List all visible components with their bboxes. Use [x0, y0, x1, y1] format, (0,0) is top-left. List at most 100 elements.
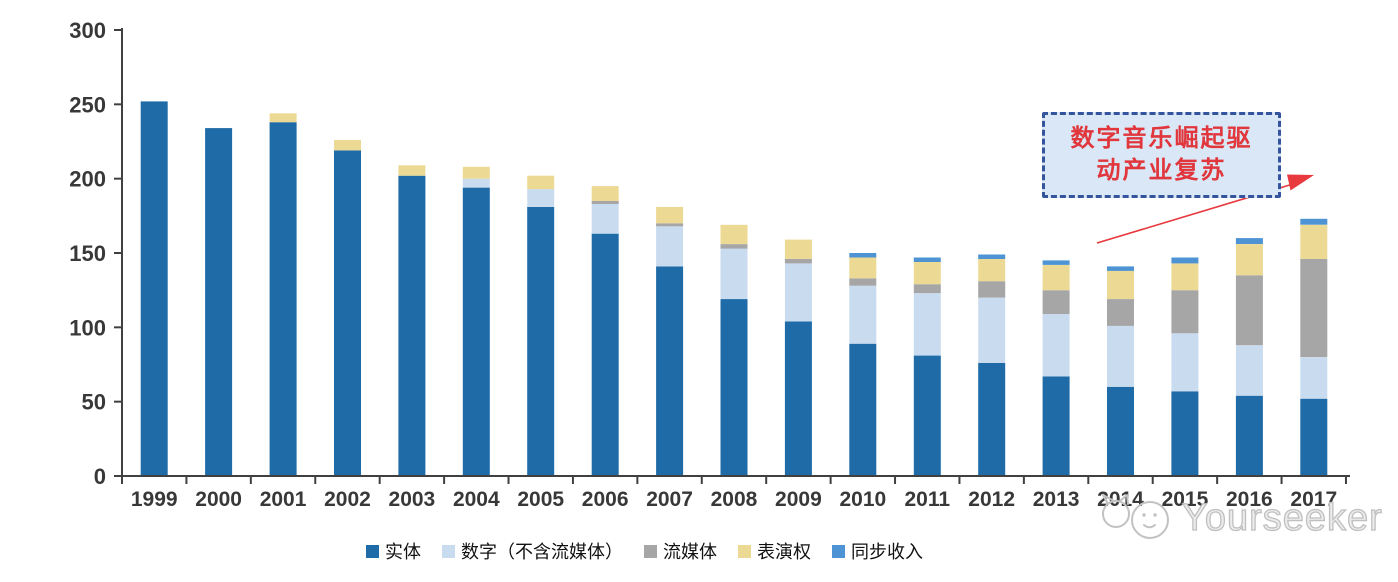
bar-segment: [913, 355, 941, 476]
annotation-text-line1: 数字音乐崛起驱: [1070, 125, 1253, 152]
bar-segment: [913, 257, 941, 262]
bar-segment: [784, 239, 812, 259]
legend-item-4: 同步收入: [832, 538, 923, 564]
y-tick-label: 250: [69, 92, 106, 117]
bar-segment: [1042, 314, 1070, 377]
legend-swatch-0: [366, 544, 379, 558]
bar-segment: [784, 263, 812, 322]
x-tick-label: 2000: [195, 488, 242, 511]
bar-segment: [205, 128, 233, 476]
bar-segment: [527, 206, 555, 476]
legend-item-3: 表演权: [738, 538, 811, 564]
bar-segment: [1171, 333, 1199, 392]
bar-segment: [591, 233, 619, 476]
bar-segment: [720, 244, 748, 249]
bar-segment: [1300, 218, 1328, 225]
bar-segment: [1171, 257, 1199, 264]
bar-segment: [978, 258, 1006, 282]
x-tick-label: 2004: [453, 488, 500, 511]
bar-segment: [1042, 264, 1070, 291]
legend-label-2: 流媒体: [663, 542, 717, 562]
bar-segment: [1171, 391, 1199, 476]
bar-segment: [913, 293, 941, 356]
legend-swatch-4: [832, 544, 845, 558]
x-tick-label: 2009: [775, 488, 822, 511]
x-tick-label: 2005: [517, 488, 564, 511]
chart-legend: 实体 数字（不含流媒体） 流媒体 表演权 同步收入: [366, 538, 923, 564]
bar-segment: [269, 122, 297, 476]
x-tick-label: 2002: [324, 488, 371, 511]
yourseeker-logo-icon: [1102, 494, 1169, 539]
legend-label-4: 同步收入: [851, 542, 923, 562]
bar-segment: [978, 281, 1006, 298]
bar-segment: [656, 223, 684, 227]
bar-segment: [849, 253, 877, 258]
bar-segment: [1042, 260, 1070, 265]
bar-segment: [462, 166, 490, 179]
bar-segment: [1107, 270, 1134, 299]
bar-segment: [849, 278, 877, 286]
legend-swatch-3: [738, 544, 751, 558]
legend-item-0: 实体: [366, 538, 421, 564]
bar-segment: [334, 140, 361, 151]
bar-segment: [527, 175, 555, 190]
x-tick-label: 2008: [711, 488, 758, 511]
legend-item-2: 流媒体: [644, 538, 717, 564]
x-tick-label: 2007: [646, 488, 693, 511]
bar-segment: [140, 101, 168, 477]
x-tick-label: 2012: [968, 488, 1015, 511]
bar-segment: [591, 201, 619, 204]
bar-segment: [978, 297, 1006, 363]
bar-segment: [720, 299, 748, 476]
bar-segment: [269, 113, 297, 123]
legend-item-1: 数字（不含流媒体）: [442, 538, 623, 564]
x-tick-label: 2011: [904, 488, 950, 511]
bar-segment: [656, 206, 684, 224]
y-tick-label: 50: [82, 390, 106, 415]
bar-segment: [1235, 395, 1263, 476]
bar-segment: [1300, 258, 1328, 357]
bar-segment: [591, 186, 619, 201]
bar-segment: [849, 343, 877, 476]
y-tick-label: 100: [69, 315, 106, 340]
bar-segment: [656, 226, 684, 267]
bar-segment: [334, 150, 361, 476]
bar-segment: [398, 165, 426, 176]
bar-segment: [913, 261, 941, 285]
y-tick-label: 150: [69, 241, 106, 266]
watermark: Yourseeker: [1094, 492, 1383, 544]
bar-segment: [849, 257, 877, 279]
bar-segment: [720, 248, 748, 299]
axis-lines: [121, 28, 1350, 477]
bar-segment: [1235, 238, 1263, 244]
bar-segment: [462, 187, 490, 476]
x-tick-label: 2003: [389, 488, 436, 511]
legend-label-3: 表演权: [757, 542, 811, 562]
y-tick-label: 200: [69, 167, 106, 192]
y-tick-label: 300: [69, 18, 106, 43]
bar-segment: [1107, 325, 1134, 387]
bar-segment: [1042, 376, 1070, 476]
x-tick-label: 2010: [839, 488, 886, 511]
bar-segment: [720, 224, 748, 245]
bar-segment: [849, 285, 877, 344]
bar-segment: [591, 203, 619, 234]
y-tick-label: 0: [94, 464, 106, 489]
annotation-text-line2: 动产业复苏: [1096, 158, 1227, 184]
x-tick-label: 2013: [1033, 488, 1080, 511]
bar-segment: [1235, 345, 1263, 396]
bar-segment: [1171, 263, 1199, 291]
legend-swatch-1: [442, 544, 455, 558]
bar-segment: [784, 258, 812, 264]
legend-swatch-2: [644, 544, 657, 558]
bar-segment: [398, 175, 426, 476]
bar-segment: [462, 178, 490, 188]
x-tick-label: 1999: [131, 488, 178, 511]
x-tick-label: 2001: [260, 488, 307, 511]
x-tick-label: 2006: [582, 488, 629, 511]
watermark-text: Yourseeker: [1181, 496, 1383, 539]
bar-segment: [1235, 275, 1263, 346]
bar-segment: [1235, 244, 1263, 276]
legend-label-1: 数字（不含流媒体）: [461, 542, 623, 562]
